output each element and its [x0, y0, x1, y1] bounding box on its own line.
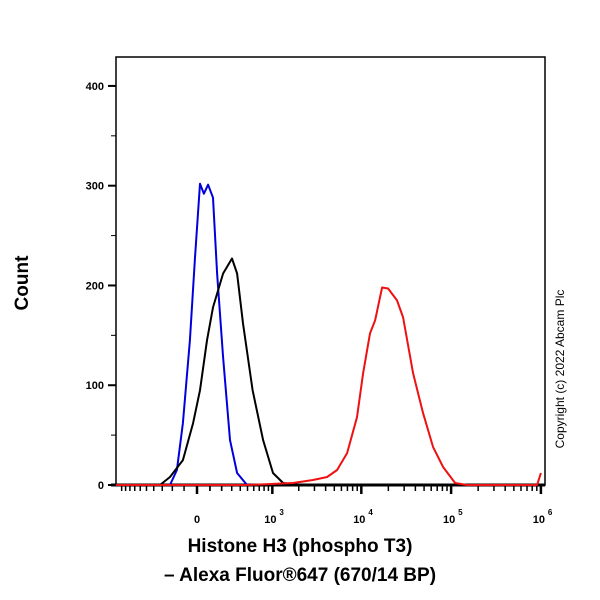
x-tick-label: 0 [194, 514, 200, 526]
y-tick-label: 200 [86, 280, 104, 292]
histogram-series-1 [169, 182, 248, 486]
x-tick-exponent: 6 [548, 508, 553, 517]
plot-frame [115, 56, 546, 486]
x-tick-exponent: 5 [458, 508, 463, 517]
x-tick-exponent: 4 [368, 508, 373, 517]
histogram-series-2 [159, 257, 301, 486]
x-tick-label: 10 [264, 514, 276, 526]
x-tick-exponent: 3 [279, 508, 284, 517]
histogram-series-3 [116, 286, 542, 486]
y-tick-label: 400 [86, 81, 104, 93]
x-tick-label: 10 [443, 514, 455, 526]
y-tick-label: 100 [86, 380, 104, 392]
x-axis-label-line1: Histone H3 (phospho T3) [187, 536, 413, 557]
y-tick-label: 300 [86, 181, 104, 193]
y-axis-label: Count [12, 255, 33, 311]
x-tick-label: 10 [533, 514, 545, 526]
y-tick-label: 0 [98, 480, 104, 492]
copyright-notice: Copyright (c) 2022 Abcam Plc [553, 289, 567, 449]
x-axis-label-line2: – Alexa Fluor®647 (670/14 BP) [163, 565, 437, 586]
x-tick-label: 10 [353, 514, 365, 526]
